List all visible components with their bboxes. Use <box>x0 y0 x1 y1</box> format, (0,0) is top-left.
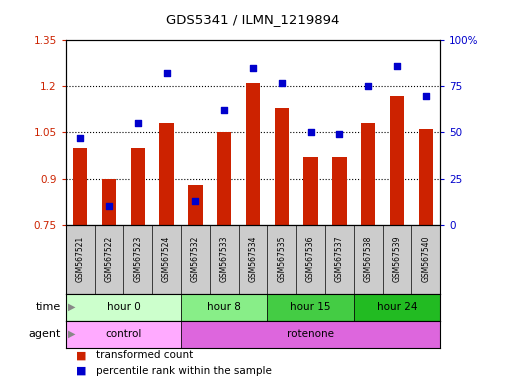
Text: ■: ■ <box>76 366 86 376</box>
Text: GSM567521: GSM567521 <box>76 236 84 282</box>
Bar <box>389 96 403 225</box>
Point <box>392 63 400 69</box>
Bar <box>188 185 202 225</box>
Text: GDS5341 / ILMN_1219894: GDS5341 / ILMN_1219894 <box>166 13 339 26</box>
Point <box>335 131 343 137</box>
Bar <box>181 294 267 321</box>
Point <box>162 70 170 76</box>
Point <box>220 107 228 113</box>
Bar <box>66 294 181 321</box>
Point <box>248 65 257 71</box>
Bar <box>159 123 173 225</box>
Bar <box>360 123 375 225</box>
Bar <box>267 294 353 321</box>
Text: GSM567537: GSM567537 <box>334 236 343 283</box>
Text: ▶: ▶ <box>68 302 76 312</box>
Point <box>421 93 429 99</box>
Text: agent: agent <box>28 329 61 339</box>
Text: transformed count: transformed count <box>96 350 193 360</box>
Text: GSM567534: GSM567534 <box>248 236 257 283</box>
Bar <box>102 179 116 225</box>
Text: GSM567538: GSM567538 <box>363 236 372 282</box>
Text: hour 0: hour 0 <box>106 302 140 312</box>
Bar <box>418 129 432 225</box>
Text: GSM567539: GSM567539 <box>392 236 401 283</box>
Point <box>133 120 141 126</box>
Point <box>76 135 84 141</box>
Text: GSM567524: GSM567524 <box>162 236 171 282</box>
Bar <box>332 157 346 225</box>
Text: percentile rank within the sample: percentile rank within the sample <box>96 366 272 376</box>
Text: ■: ■ <box>76 350 86 360</box>
Text: GSM567540: GSM567540 <box>421 236 429 283</box>
Bar <box>274 108 288 225</box>
Text: GSM567535: GSM567535 <box>277 236 286 283</box>
Point <box>364 83 372 89</box>
Bar <box>353 294 439 321</box>
Point <box>105 203 113 209</box>
Text: hour 24: hour 24 <box>376 302 417 312</box>
Text: GSM567522: GSM567522 <box>104 236 113 282</box>
Point <box>306 129 314 136</box>
Text: hour 8: hour 8 <box>207 302 241 312</box>
Point <box>191 198 199 204</box>
Text: GSM567536: GSM567536 <box>306 236 315 283</box>
Text: rotenone: rotenone <box>286 329 333 339</box>
Bar <box>303 157 317 225</box>
Text: GSM567532: GSM567532 <box>190 236 199 282</box>
Bar <box>73 148 87 225</box>
Text: hour 15: hour 15 <box>290 302 330 312</box>
Text: GSM567533: GSM567533 <box>219 236 228 283</box>
Bar <box>66 321 181 348</box>
Text: control: control <box>105 329 141 339</box>
Text: time: time <box>35 302 61 312</box>
Bar <box>130 148 145 225</box>
Text: GSM567523: GSM567523 <box>133 236 142 282</box>
Bar <box>181 321 439 348</box>
Bar <box>245 83 260 225</box>
Point <box>277 79 285 86</box>
Bar <box>217 132 231 225</box>
Text: ▶: ▶ <box>68 329 76 339</box>
